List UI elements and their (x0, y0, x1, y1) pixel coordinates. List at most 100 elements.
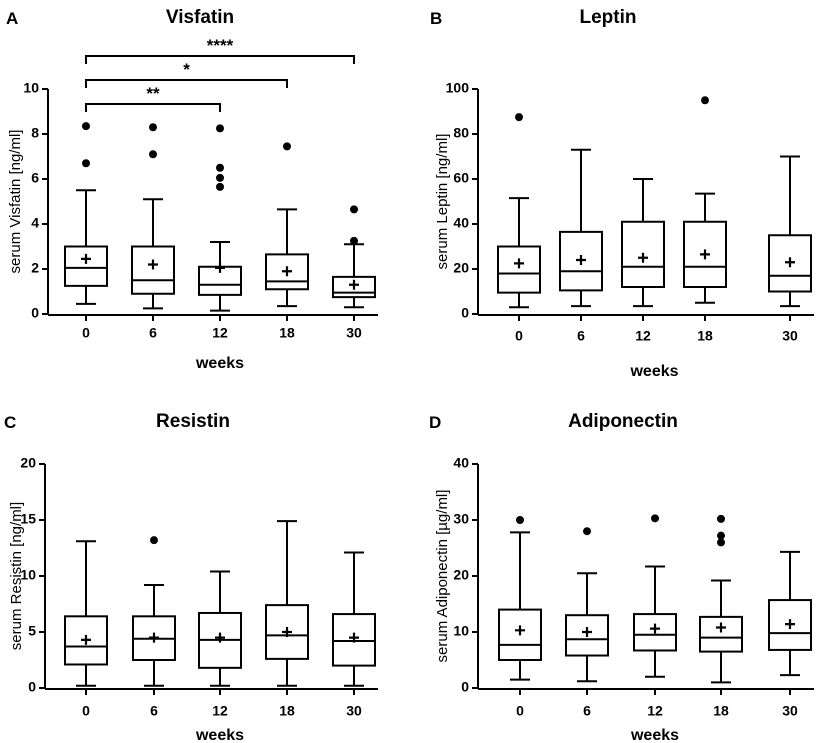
significance-label: * (183, 60, 190, 79)
box-week-12 (621, 178, 665, 308)
x-tick-label: 0 (515, 328, 523, 344)
outlier-point (283, 142, 291, 151)
outlier-point (717, 514, 725, 523)
x-tick-label: 30 (782, 328, 798, 344)
box-week-0 (64, 540, 108, 687)
mean-marker (514, 258, 524, 269)
box-week-12 (198, 570, 242, 687)
box-week-0 (498, 516, 542, 681)
x-tick-label: 30 (782, 703, 798, 719)
mean-marker (638, 252, 648, 263)
panel-c: C Resistin 0 5 10 15 20 serum Resistin [ng/ml] 0… (4, 411, 378, 743)
mean-marker (148, 259, 158, 270)
y-tick-label: 6 (31, 170, 39, 186)
outlier-point (216, 182, 224, 191)
outlier-point (701, 96, 709, 105)
x-tick-label: 0 (516, 703, 524, 719)
box-week-6 (559, 148, 603, 308)
box-week-18 (699, 514, 743, 684)
x-tick-label: 12 (635, 328, 651, 344)
y-tick-label: 20 (453, 260, 469, 276)
x-tick-label: 0 (82, 325, 90, 341)
panel-letter: D (429, 413, 441, 432)
y-tick-label: 0 (461, 679, 469, 695)
panel-d: D Adiponectin 0 10 20 30 40 serum Adiponectin [… (429, 411, 814, 743)
box-week-12 (633, 514, 677, 678)
x-tick-label: 12 (212, 325, 228, 341)
x-tick-label: 0 (82, 703, 90, 719)
significance-bracket: **** (85, 36, 355, 64)
x-tick-label: 30 (346, 703, 362, 719)
box-week-6 (132, 536, 176, 687)
y-tick-label: 10 (453, 623, 469, 639)
panel-letter: C (4, 413, 16, 432)
mean-marker (785, 619, 795, 630)
y-tick-label: 15 (20, 511, 36, 527)
y-tick-label: 40 (453, 455, 469, 471)
mean-marker (81, 634, 91, 645)
y-tick-label: 0 (28, 679, 36, 695)
box-week-30 (768, 550, 812, 677)
outlier-point (717, 538, 725, 547)
outlier-point (350, 236, 358, 245)
x-axis-label: weeks (630, 727, 679, 743)
box-week-6 (565, 527, 609, 683)
outlier-point (216, 163, 224, 172)
y-tick-label: 8 (31, 125, 39, 141)
outlier-point (515, 113, 523, 122)
mean-marker (81, 253, 91, 264)
x-tick-label: 18 (713, 703, 729, 719)
iqr-box (131, 245, 175, 295)
x-tick-label: 18 (279, 703, 295, 719)
chart-title: Adiponectin (568, 411, 678, 432)
y-axis-label: serum Adiponectin [µg/ml] (434, 490, 451, 663)
outlier-point (149, 150, 157, 159)
mean-marker (576, 255, 586, 265)
box-week-18 (265, 520, 309, 687)
box-week-30 (332, 205, 376, 309)
x-tick-label: 6 (150, 703, 158, 719)
iqr-box (683, 220, 727, 288)
box-week-0 (497, 113, 541, 309)
iqr-box (699, 615, 743, 653)
outlier-point (216, 173, 224, 182)
x-axis-label: weeks (629, 363, 678, 380)
y-tick-label: 100 (446, 80, 470, 96)
y-axis-label: serum Resistin [ng/ml] (8, 502, 25, 650)
y-tick-label: 2 (31, 260, 39, 276)
y-tick-label: 80 (453, 125, 469, 141)
panel-b: B Leptin 0 20 40 60 80 100 serum Leptin [ng/ml] 0… (430, 7, 814, 380)
box-week-12 (198, 124, 242, 312)
x-tick-label: 6 (577, 328, 585, 344)
significance-bracket: * (85, 60, 288, 88)
mean-marker (282, 627, 292, 637)
box-week-0 (64, 122, 108, 305)
mean-marker (515, 625, 525, 636)
x-tick-label: 6 (583, 703, 591, 719)
outlier-point (516, 516, 524, 524)
panel-a: A Visfatin 0 2 4 6 8 10 serum Visfatin [ng/ml] 0 6… (6, 7, 378, 372)
x-tick-label: 6 (149, 325, 157, 341)
iqr-box (64, 245, 108, 287)
box-week-18 (265, 142, 309, 308)
mean-marker (716, 622, 726, 633)
y-tick-label: 0 (461, 305, 469, 321)
panel-letter: B (430, 9, 442, 28)
mean-marker (349, 632, 359, 643)
box-week-30 (768, 155, 812, 308)
x-axis-label: weeks (195, 727, 244, 743)
y-tick-label: 30 (453, 511, 469, 527)
y-tick-label: 60 (453, 170, 469, 186)
box-week-6 (131, 123, 175, 310)
mean-marker (349, 279, 359, 290)
mean-marker (582, 627, 592, 637)
bracket-line (85, 103, 221, 112)
mean-marker (700, 249, 710, 260)
significance-label: ** (146, 84, 160, 103)
y-tick-label: 0 (31, 305, 39, 321)
outlier-point (82, 122, 90, 131)
y-tick-label: 4 (31, 215, 39, 231)
x-tick-label: 12 (647, 703, 663, 719)
chart-title: Leptin (580, 7, 637, 28)
